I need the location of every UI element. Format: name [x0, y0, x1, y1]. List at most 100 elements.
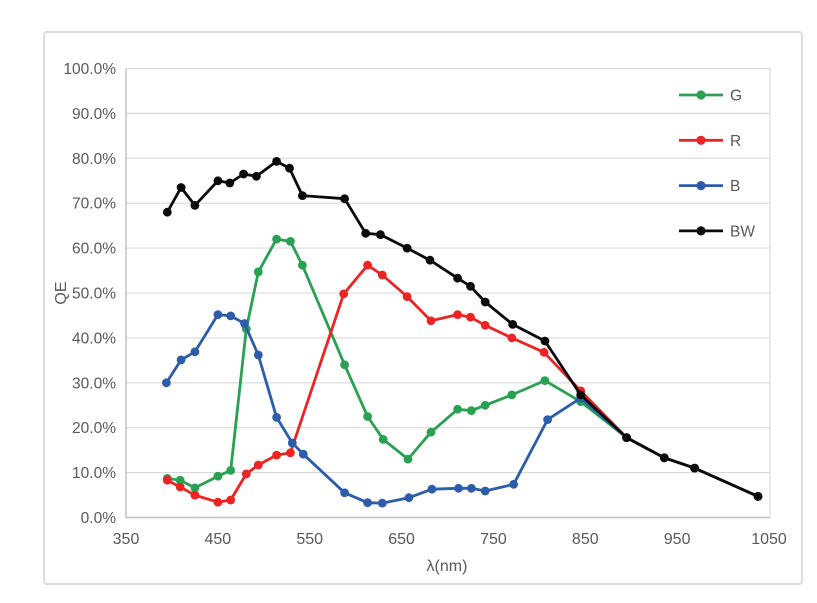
series-BW-marker-542nm: [298, 191, 307, 201]
series-B-marker-726nm: [467, 483, 476, 493]
series-R-marker-450nm: [213, 497, 223, 507]
legend-marker-sample-G: [696, 90, 706, 100]
legend-item-BW: BW: [679, 223, 755, 240]
x-tick-label-650: 650: [388, 531, 415, 548]
series-BW-marker-514nm: [272, 157, 281, 166]
series-BW-marker-895nm: [622, 433, 631, 442]
x-tick-label-750: 750: [480, 531, 507, 548]
series-B-marker-741nm: [480, 486, 490, 496]
y-tick-label-100: 100.0%: [63, 61, 116, 78]
series-BW-marker-395nm: [162, 207, 172, 217]
series-R-marker-494nm: [253, 460, 263, 470]
series-BW-marker-771nm: [508, 320, 518, 329]
series-G-marker-494nm: [253, 267, 263, 277]
series-B-marker-588nm: [340, 488, 349, 498]
series-B-marker-712nm: [454, 483, 463, 493]
series-B-marker-772nm: [509, 479, 518, 489]
series-B-marker-464nm: [226, 311, 236, 321]
legend-item-G: G: [679, 88, 742, 105]
y-tick-label-30: 30.0%: [72, 375, 116, 392]
legend-label-BW: BW: [730, 223, 755, 240]
y-tick-label-20: 20.0%: [72, 420, 116, 437]
legend-item-R: R: [679, 133, 741, 150]
series-BW-marker-425nm: [190, 201, 200, 210]
series-G-marker-682nm: [426, 427, 436, 437]
series-G-marker-529nm: [286, 237, 295, 246]
y-tick-label-40: 40.0%: [72, 330, 116, 347]
series-G-marker-588nm: [340, 360, 349, 370]
series-R-marker-425nm: [190, 490, 200, 500]
series-G-marker-630nm: [378, 435, 388, 444]
series-R-marker-481nm: [241, 469, 251, 479]
series-BW-marker-741nm: [480, 297, 490, 307]
series-B-marker-514nm: [272, 413, 281, 422]
x-tick-label-350: 350: [113, 531, 140, 548]
series-B-marker-394nm: [162, 378, 171, 388]
series-BW-marker-463nm: [225, 178, 235, 188]
series-R-marker-529nm: [286, 448, 295, 458]
series-G-marker-464nm: [226, 466, 236, 475]
legend-marker-sample-R: [696, 135, 706, 145]
x-tick-label-850: 850: [572, 531, 599, 548]
series-B-marker-494nm: [253, 350, 263, 360]
y-tick-label-90: 90.0%: [72, 106, 116, 123]
series-G-marker-711nm: [453, 404, 462, 414]
series-R-marker-514nm: [272, 450, 281, 460]
y-tick-label-80: 80.0%: [72, 151, 116, 168]
series-BW-line: [165, 159, 760, 498]
series-G-marker-613nm: [363, 412, 372, 421]
series-R-marker-464nm: [226, 495, 236, 505]
series-B-marker-683nm: [427, 484, 437, 494]
series-R-marker-711nm: [453, 310, 462, 319]
series-R-marker-805nm: [539, 347, 549, 357]
series-B-marker-658nm: [404, 493, 414, 503]
series-G-marker-741nm: [480, 400, 490, 410]
series-G-marker-542nm: [298, 260, 307, 270]
series-BW-marker-588nm: [340, 194, 349, 204]
series-R-marker-587nm: [339, 289, 349, 299]
series-R-marker-682nm: [426, 316, 436, 326]
series-R-marker-395nm: [162, 475, 172, 485]
y-axis-title: QE: [53, 281, 70, 305]
series-G-marker-726nm: [467, 406, 476, 415]
series-B-marker-479nm: [240, 319, 249, 328]
y-tick-label-70: 70.0%: [72, 196, 116, 213]
x-tick-label-1050: 1050: [751, 531, 787, 548]
series-BW-marker-1038nm: [753, 492, 763, 501]
series-R-marker-725nm: [466, 312, 475, 322]
series-G-marker-806nm: [540, 376, 550, 385]
x-axis-title: λ(nm): [426, 558, 468, 575]
series-BW-marker-656nm: [402, 243, 412, 253]
series-G-line: [165, 237, 760, 498]
series-BW-marker-969nm: [690, 463, 699, 473]
y-tick-label-50: 50.0%: [72, 286, 116, 303]
series-B-marker-531nm: [287, 438, 297, 448]
legend-label-G: G: [730, 88, 742, 105]
series-BW-marker-806nm: [540, 336, 550, 346]
x-tick-label-550: 550: [296, 531, 323, 548]
series-R-marker-656nm: [402, 292, 412, 301]
series-BW-marker-450nm: [213, 176, 223, 186]
series-R-marker-629nm: [377, 270, 387, 280]
series-R-marker-741nm: [480, 320, 490, 330]
legend-label-B: B: [730, 178, 740, 195]
series-BW-marker-410nm: [176, 183, 186, 192]
y-tick-label-10: 10.0%: [72, 465, 116, 482]
x-tick-label-450: 450: [205, 531, 232, 548]
legend-label-R: R: [730, 133, 741, 150]
series-BW-marker-681nm: [425, 255, 435, 265]
series-BW-marker-725nm: [466, 281, 475, 291]
y-tick-label-0: 0.0%: [81, 510, 117, 527]
series-G-marker-425nm: [190, 483, 200, 493]
legend-marker-sample-B: [696, 181, 706, 191]
series-BW-marker-936nm: [659, 453, 669, 463]
series-R-marker-409nm: [175, 482, 185, 492]
series-B-marker-450nm: [213, 310, 223, 319]
series-B-marker-629nm: [377, 498, 387, 508]
series-G-marker-409nm: [175, 475, 185, 485]
series-G-marker-770nm: [507, 390, 517, 400]
series-R-marker-770nm: [507, 333, 517, 343]
series-BW-marker-845nm: [576, 390, 586, 400]
